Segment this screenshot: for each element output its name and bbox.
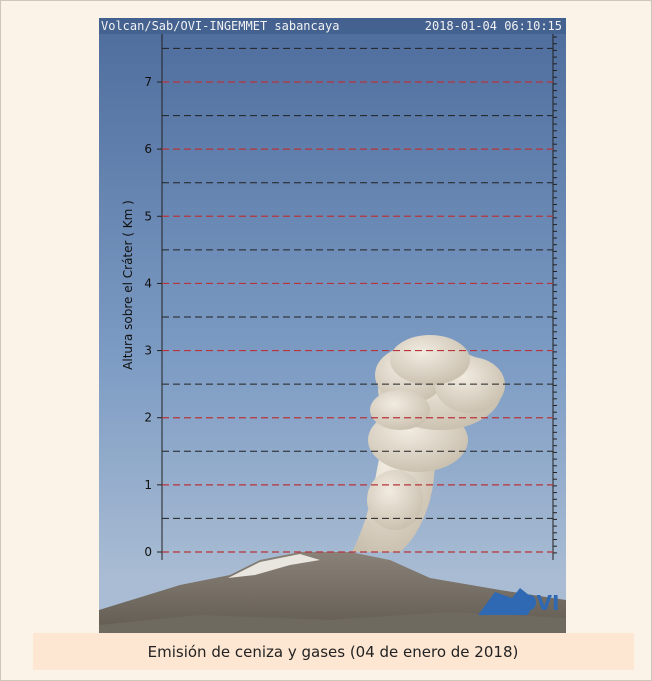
- tick-label: 4: [144, 276, 152, 290]
- sky: [99, 18, 566, 641]
- figure: Volcan/Sab/OVI-INGEMMET sabancaya 2018-0…: [0, 0, 652, 681]
- tick-label: 0: [144, 545, 152, 559]
- logo-text: OVI: [520, 591, 559, 615]
- tick-label: 1: [144, 478, 152, 492]
- tick-label: 6: [144, 142, 152, 156]
- tick-label: 2: [144, 411, 152, 425]
- tick-label: 3: [144, 344, 152, 358]
- timestamp: 2018-01-04 06:10:15: [425, 19, 562, 33]
- caption: Emisión de ceniza y gases (04 de enero d…: [148, 643, 519, 661]
- tick-label: 7: [144, 75, 152, 89]
- tick-label: 5: [144, 209, 152, 223]
- station: Volcan/Sab/OVI-INGEMMET sabancaya: [101, 19, 339, 33]
- axis-label: Altura sobre el Cráter ( Km ): [121, 200, 135, 370]
